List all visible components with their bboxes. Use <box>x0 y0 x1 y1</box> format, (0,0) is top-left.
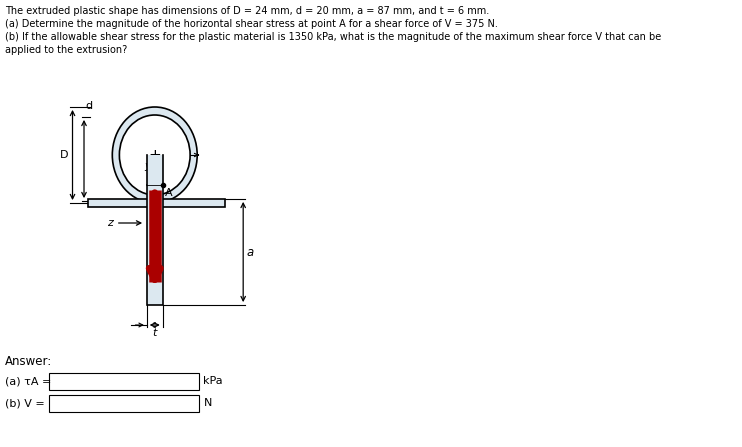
Text: +: + <box>148 148 161 163</box>
Text: d: d <box>86 101 93 111</box>
Text: applied to the extrusion?: applied to the extrusion? <box>5 45 128 55</box>
Text: N: N <box>203 398 211 409</box>
Text: (b) V =: (b) V = <box>5 398 45 409</box>
Bar <box>147 155 162 185</box>
Text: A: A <box>165 188 172 198</box>
Text: a: a <box>247 245 254 258</box>
Text: (a) Determine the magnitude of the horizontal shear stress at point A for a shea: (a) Determine the magnitude of the horiz… <box>5 19 498 29</box>
Text: (b) If the allowable shear stress for the plastic material is 1350 kPa, what is : (b) If the allowable shear stress for th… <box>5 32 662 42</box>
Bar <box>88 199 226 207</box>
Text: D: D <box>59 150 68 160</box>
Circle shape <box>112 107 197 203</box>
Circle shape <box>119 115 190 195</box>
Text: y: y <box>144 161 151 171</box>
Text: The extruded plastic shape has dimensions of D = 24 mm, d = 20 mm, a = 87 mm, an: The extruded plastic shape has dimension… <box>5 6 490 16</box>
Text: (a) τA =: (a) τA = <box>5 376 52 387</box>
Text: t: t <box>153 328 157 338</box>
Text: Answer:: Answer: <box>5 355 53 368</box>
Bar <box>49 373 199 390</box>
Text: V: V <box>148 292 158 305</box>
Text: kPa: kPa <box>203 376 223 387</box>
Text: z: z <box>108 218 114 228</box>
Bar <box>147 185 162 305</box>
Bar <box>49 395 199 412</box>
